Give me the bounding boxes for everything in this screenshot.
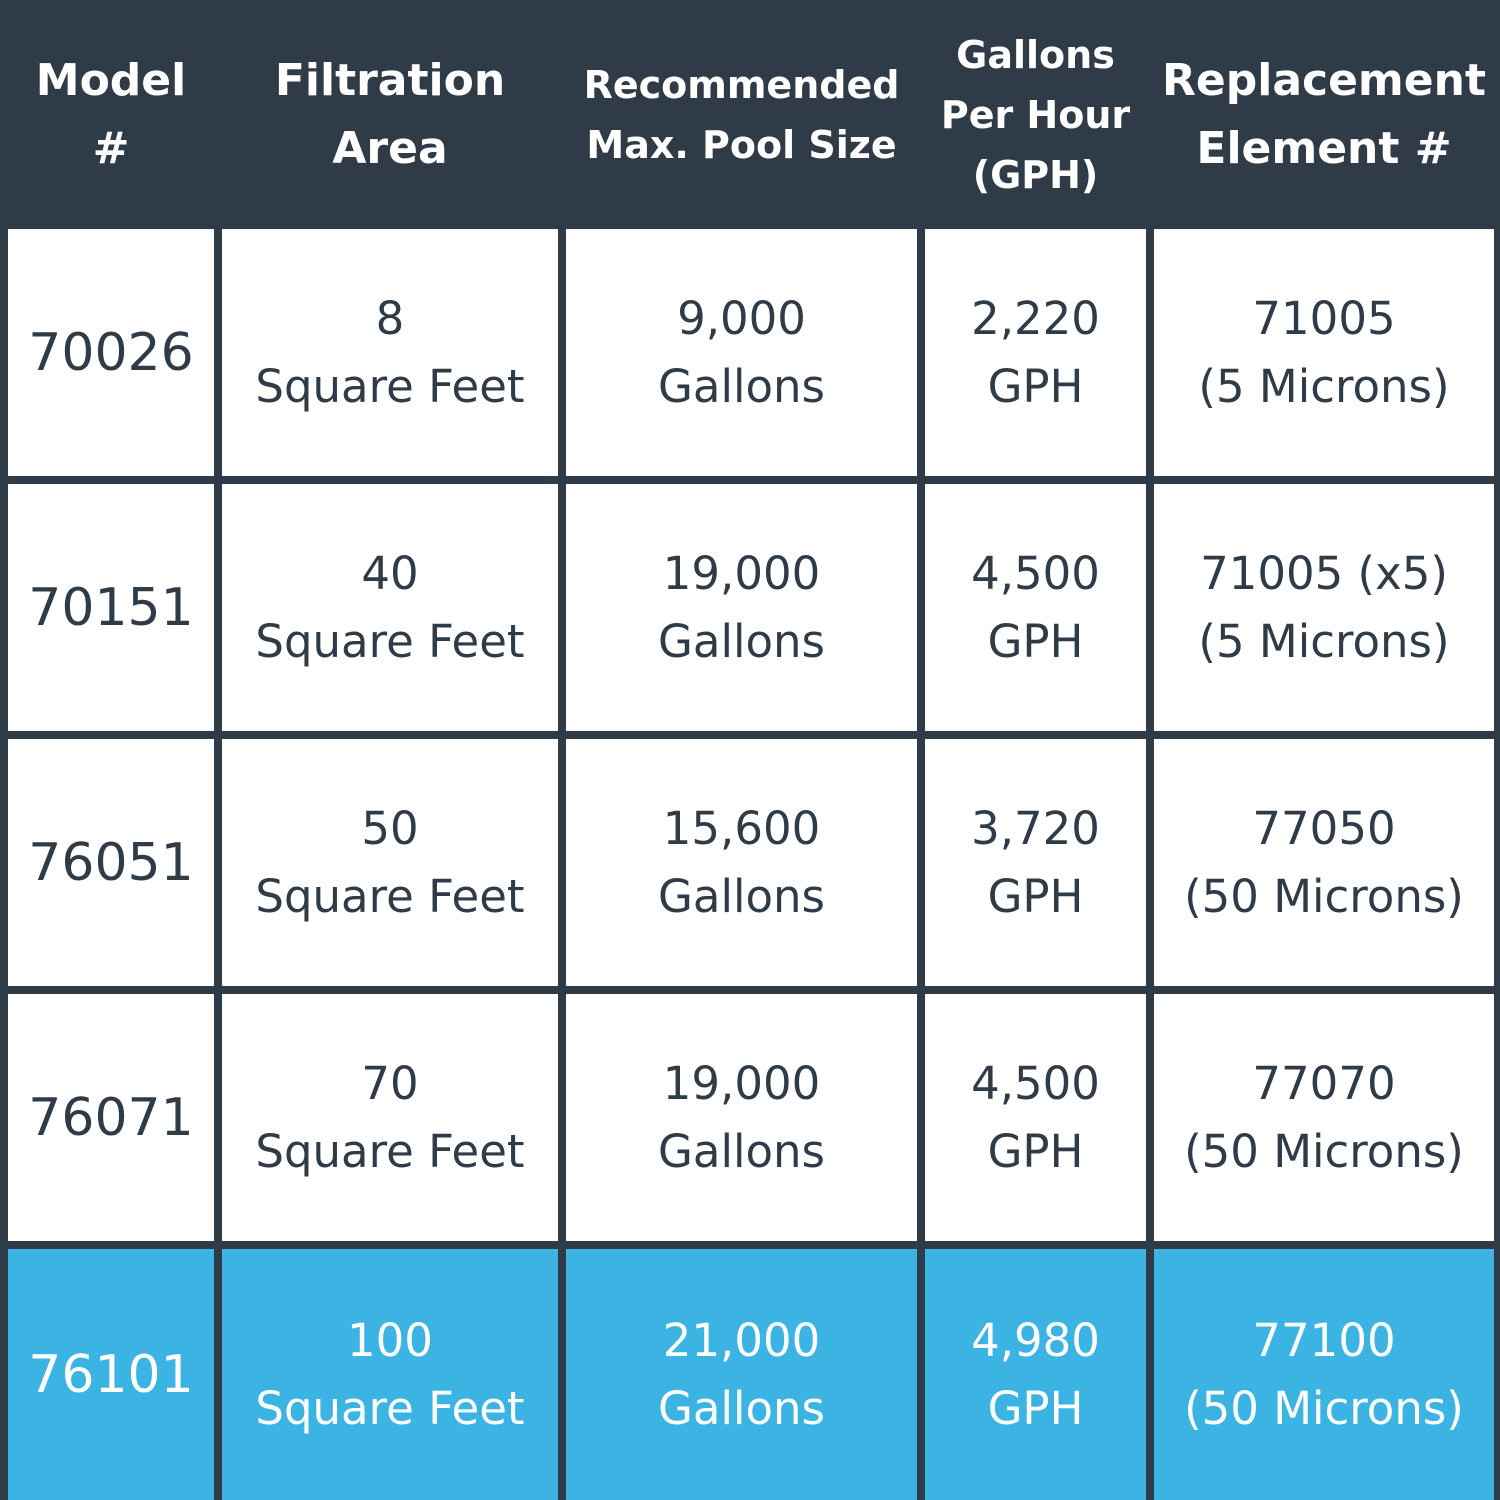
pool-unit: Gallons	[658, 1381, 825, 1435]
header-pool-line-1: Recommended	[583, 62, 900, 107]
header-replacement-element: Replacement Element #	[1154, 8, 1494, 221]
cell-model: 76051	[8, 739, 214, 986]
element-microns: (5 Microns)	[1198, 359, 1450, 413]
gph-value: 4,500	[971, 1056, 1100, 1110]
header-element-line-1: Replacement	[1162, 54, 1486, 106]
pool-unit: Gallons	[658, 359, 825, 413]
element-number: 71005	[1252, 291, 1396, 345]
model-number: 70026	[28, 322, 194, 383]
cell-gph: 4,500 GPH	[925, 994, 1146, 1241]
element-microns: (50 Microns)	[1184, 869, 1464, 923]
header-filtration-line-1: Filtration	[274, 54, 506, 106]
model-number: 76051	[28, 832, 194, 893]
gph-unit: GPH	[987, 1124, 1084, 1178]
model-number: 70151	[28, 577, 194, 638]
cell-pool-size: 19,000 Gallons	[566, 484, 917, 731]
cell-model-highlighted: 76101	[8, 1249, 214, 1500]
cell-pool-size: 9,000 Gallons	[566, 229, 917, 476]
area-unit: Square Feet	[255, 614, 525, 668]
gph-value: 3,720	[971, 801, 1100, 855]
gph-value: 4,500	[971, 546, 1100, 600]
area-value: 100	[347, 1313, 433, 1367]
area-unit: Square Feet	[255, 359, 525, 413]
element-number: 71005 (x5)	[1200, 546, 1448, 600]
gph-unit: GPH	[987, 359, 1084, 413]
cell-area: 8 Square Feet	[222, 229, 558, 476]
cell-model: 70151	[8, 484, 214, 731]
header-element-line-2: Element #	[1196, 122, 1452, 174]
cell-gph: 3,720 GPH	[925, 739, 1146, 986]
header-gph: Gallons Per Hour (GPH)	[925, 8, 1146, 221]
cell-gph-highlighted: 4,980 GPH	[925, 1249, 1146, 1500]
header-gph-line-3: (GPH)	[972, 152, 1099, 197]
cell-area-highlighted: 100 Square Feet	[222, 1249, 558, 1500]
header-model-line-1: Model	[35, 54, 187, 106]
area-unit: Square Feet	[255, 1124, 525, 1178]
area-value: 8	[375, 291, 405, 345]
area-value: 50	[361, 801, 419, 855]
cell-element: 77050 (50 Microns)	[1154, 739, 1494, 986]
cell-model: 76071	[8, 994, 214, 1241]
gph-unit: GPH	[987, 869, 1084, 923]
pool-unit: Gallons	[658, 1124, 825, 1178]
header-pool-line-2: Max. Pool Size	[586, 122, 897, 167]
pool-value: 15,600	[662, 801, 821, 855]
pool-value: 21,000	[662, 1313, 821, 1367]
cell-element: 77070 (50 Microns)	[1154, 994, 1494, 1241]
header-gph-line-1: Gallons	[956, 32, 1115, 77]
header-filtration-area: Filtration Area	[222, 8, 558, 221]
gph-value: 2,220	[971, 291, 1100, 345]
area-value: 70	[361, 1056, 419, 1110]
cell-element: 71005 (x5) (5 Microns)	[1154, 484, 1494, 731]
header-gph-line-2: Per Hour	[940, 92, 1131, 137]
header-filtration-line-2: Area	[332, 122, 448, 174]
cell-element: 71005 (5 Microns)	[1154, 229, 1494, 476]
cell-gph: 4,500 GPH	[925, 484, 1146, 731]
cell-gph: 2,220 GPH	[925, 229, 1146, 476]
header-pool-size: Recommended Max. Pool Size	[566, 8, 917, 221]
pool-unit: Gallons	[658, 614, 825, 668]
element-microns: (50 Microns)	[1184, 1124, 1464, 1178]
pool-value: 19,000	[662, 546, 821, 600]
element-number: 77050	[1252, 801, 1396, 855]
cell-pool-size-highlighted: 21,000 Gallons	[566, 1249, 917, 1500]
cell-model: 70026	[8, 229, 214, 476]
element-microns: (50 Microns)	[1184, 1381, 1464, 1435]
gph-value: 4,980	[971, 1313, 1100, 1367]
model-number: 76071	[28, 1087, 194, 1148]
pool-value: 9,000	[677, 291, 806, 345]
area-unit: Square Feet	[255, 1381, 525, 1435]
cell-pool-size: 15,600 Gallons	[566, 739, 917, 986]
model-number: 76101	[28, 1344, 194, 1405]
cell-pool-size: 19,000 Gallons	[566, 994, 917, 1241]
header-model-line-2: #	[92, 122, 130, 174]
gph-unit: GPH	[987, 614, 1084, 668]
pool-unit: Gallons	[658, 869, 825, 923]
cell-area: 70 Square Feet	[222, 994, 558, 1241]
header-model: Model #	[8, 8, 214, 221]
cell-area: 50 Square Feet	[222, 739, 558, 986]
cell-element-highlighted: 77100 (50 Microns)	[1154, 1249, 1494, 1500]
element-number: 77100	[1252, 1313, 1396, 1367]
cell-area: 40 Square Feet	[222, 484, 558, 731]
element-number: 77070	[1252, 1056, 1396, 1110]
element-microns: (5 Microns)	[1198, 614, 1450, 668]
area-value: 40	[361, 546, 419, 600]
area-unit: Square Feet	[255, 869, 525, 923]
gph-unit: GPH	[987, 1381, 1084, 1435]
pool-value: 19,000	[662, 1056, 821, 1110]
